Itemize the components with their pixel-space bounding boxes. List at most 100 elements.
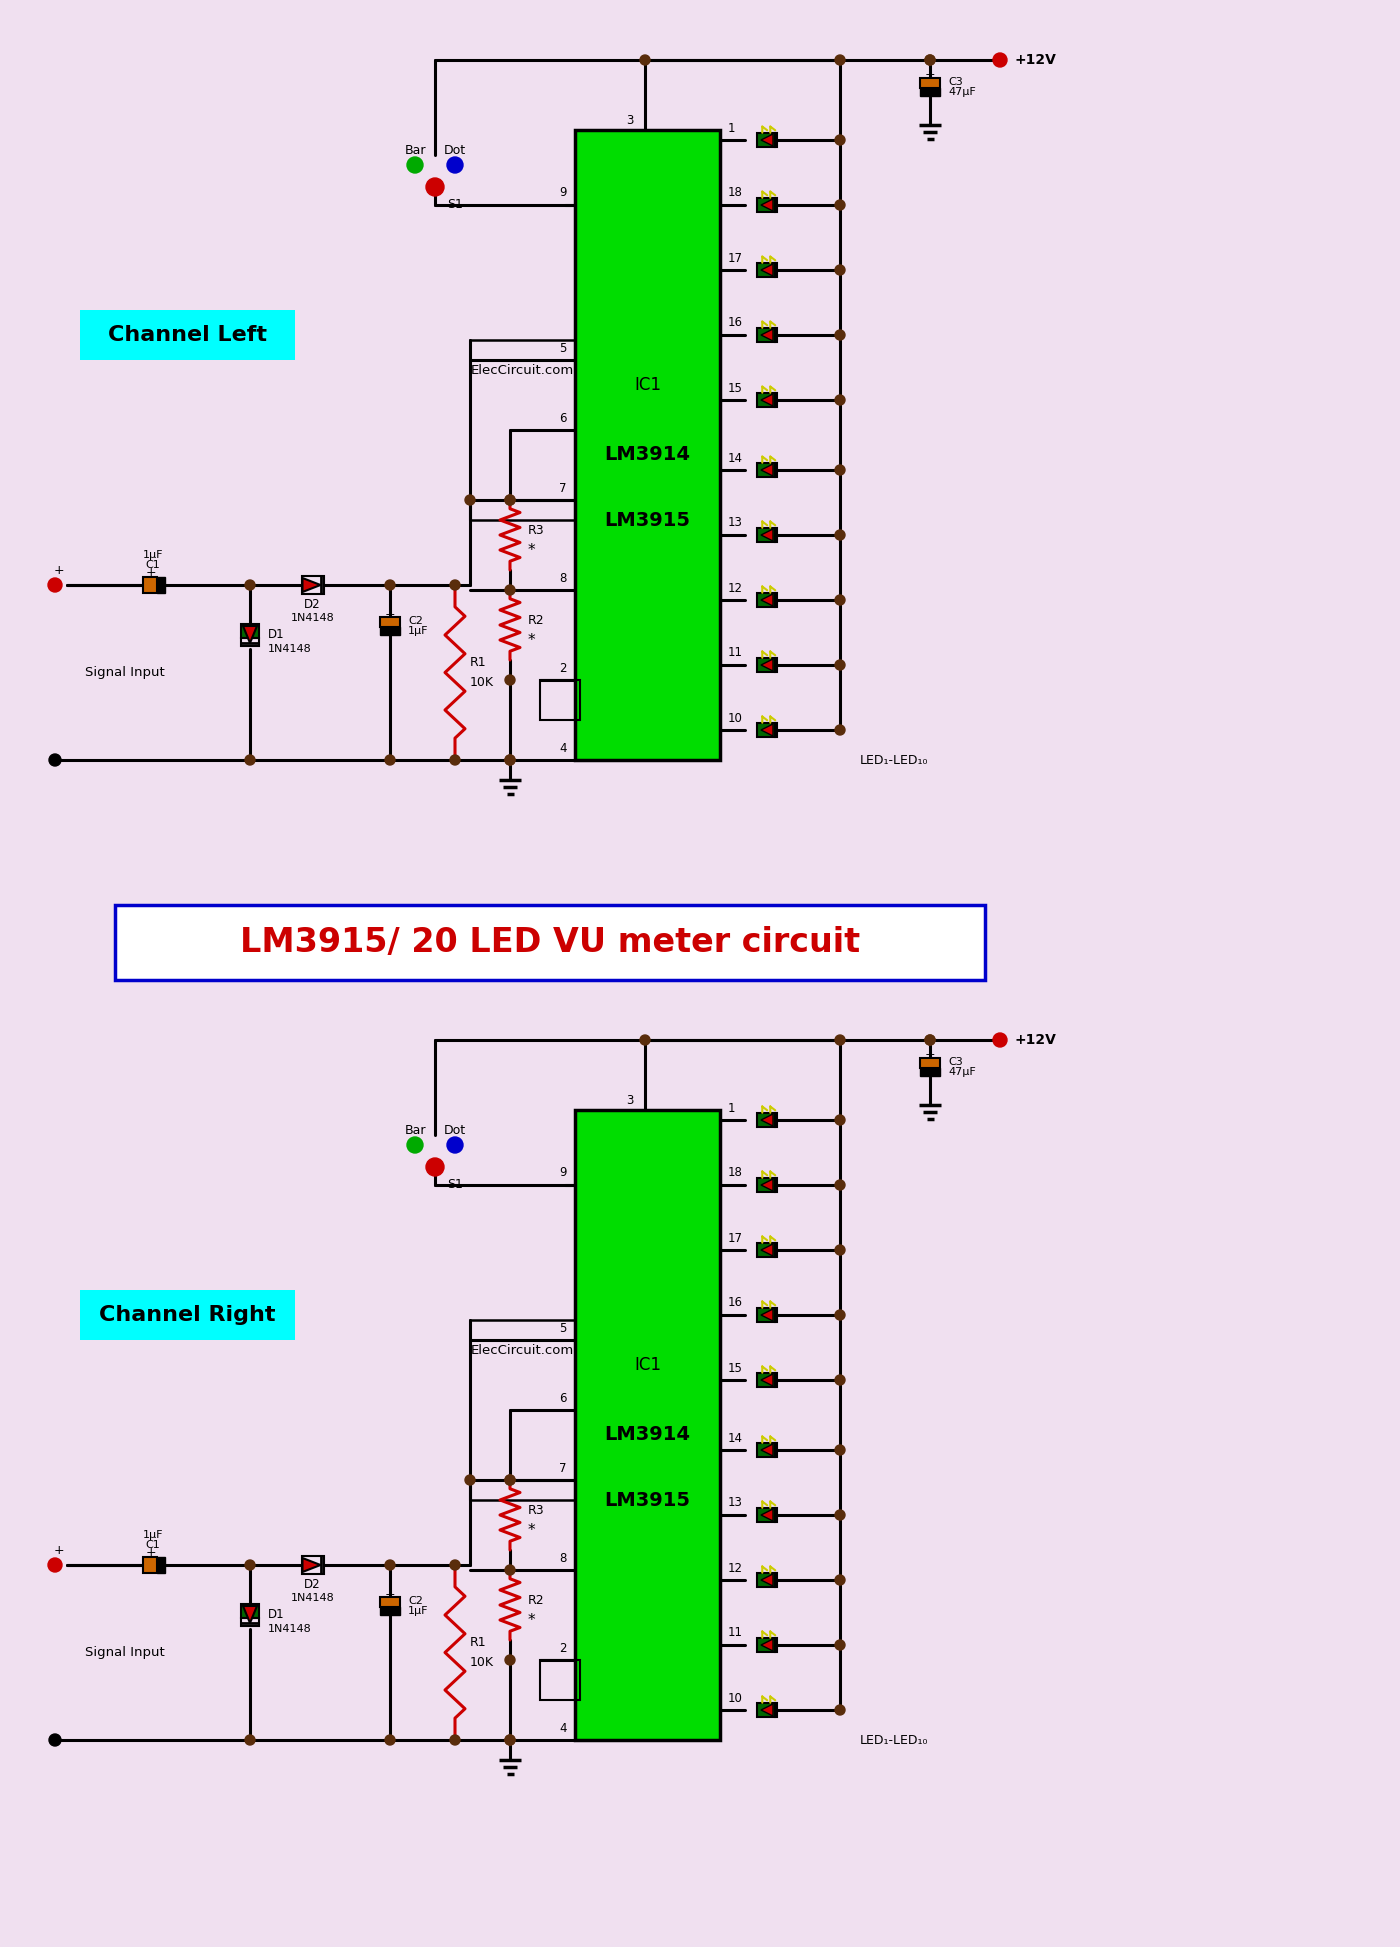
Text: +: + — [53, 565, 64, 578]
Text: 6: 6 — [560, 411, 567, 424]
Polygon shape — [762, 1114, 773, 1125]
Text: 10: 10 — [728, 711, 743, 724]
Circle shape — [385, 580, 395, 590]
Text: 13: 13 — [728, 516, 743, 530]
Circle shape — [245, 1735, 255, 1745]
Text: LED₁-LED₁₀: LED₁-LED₁₀ — [860, 1733, 928, 1746]
Bar — [80, 310, 295, 360]
Text: S1: S1 — [447, 1178, 463, 1192]
Polygon shape — [244, 627, 258, 643]
Circle shape — [834, 1036, 846, 1046]
Circle shape — [449, 755, 461, 765]
Bar — [920, 88, 939, 95]
Text: ElecCircuit.com: ElecCircuit.com — [470, 1343, 574, 1357]
Polygon shape — [762, 1509, 773, 1521]
Text: *: * — [528, 1523, 536, 1538]
Circle shape — [447, 158, 463, 173]
Text: +12V: +12V — [1014, 1034, 1056, 1047]
Circle shape — [834, 1511, 846, 1521]
Text: 6: 6 — [560, 1392, 567, 1404]
Polygon shape — [244, 1606, 258, 1624]
Text: LM3915: LM3915 — [605, 1491, 690, 1509]
Bar — [757, 1308, 777, 1322]
Bar — [470, 1320, 575, 1499]
Text: +: + — [53, 1544, 64, 1558]
Text: S1: S1 — [447, 199, 463, 212]
Bar — [757, 1242, 777, 1258]
Circle shape — [834, 1375, 846, 1384]
Text: 47μF: 47μF — [948, 1067, 976, 1077]
Text: 15: 15 — [728, 382, 743, 395]
Text: 16: 16 — [728, 317, 743, 329]
Text: D2: D2 — [304, 1579, 321, 1591]
Circle shape — [834, 201, 846, 210]
Text: R1: R1 — [470, 1635, 487, 1649]
Text: LM3914: LM3914 — [605, 446, 690, 465]
Bar — [115, 905, 986, 979]
Text: 8: 8 — [560, 572, 567, 584]
Circle shape — [49, 1735, 62, 1746]
Text: LM3914: LM3914 — [605, 1425, 690, 1445]
Circle shape — [834, 395, 846, 405]
Text: 10K: 10K — [470, 1657, 494, 1669]
Bar — [379, 617, 400, 627]
Bar — [241, 623, 259, 639]
Text: 7: 7 — [560, 481, 567, 495]
Bar — [143, 576, 157, 594]
Text: +: + — [385, 1587, 395, 1600]
Bar — [157, 576, 165, 594]
Polygon shape — [762, 329, 773, 341]
Circle shape — [505, 1735, 515, 1745]
Text: IC1: IC1 — [634, 376, 661, 393]
Bar — [757, 594, 777, 607]
Bar — [757, 528, 777, 541]
Circle shape — [834, 596, 846, 606]
Circle shape — [925, 55, 935, 64]
Text: 2: 2 — [560, 662, 567, 674]
Circle shape — [834, 329, 846, 341]
Circle shape — [49, 753, 62, 765]
Bar — [920, 1069, 939, 1077]
Text: 1μF: 1μF — [407, 1606, 428, 1616]
Text: 1μF: 1μF — [143, 549, 164, 561]
Circle shape — [245, 1560, 255, 1569]
Text: Signal Input: Signal Input — [85, 1645, 165, 1659]
Bar — [757, 658, 777, 672]
Text: Bar: Bar — [405, 1123, 426, 1137]
Text: 3: 3 — [626, 113, 634, 127]
Text: *: * — [528, 633, 536, 648]
Text: *: * — [528, 1612, 536, 1628]
Circle shape — [407, 158, 423, 173]
Text: Dot: Dot — [444, 1123, 466, 1137]
Bar — [80, 1291, 295, 1340]
Text: 2: 2 — [560, 1641, 567, 1655]
Text: D2: D2 — [304, 598, 321, 611]
Polygon shape — [762, 1180, 773, 1192]
Polygon shape — [762, 1244, 773, 1256]
Bar — [301, 1556, 323, 1573]
Text: +: + — [146, 567, 157, 580]
Circle shape — [834, 1706, 846, 1715]
Bar — [575, 130, 720, 759]
Circle shape — [834, 1310, 846, 1320]
Circle shape — [834, 1244, 846, 1256]
Bar — [379, 1606, 400, 1614]
Circle shape — [834, 55, 846, 64]
Bar — [757, 1114, 777, 1127]
Text: 17: 17 — [728, 1232, 743, 1244]
Circle shape — [834, 465, 846, 475]
Text: Signal Input: Signal Input — [85, 666, 165, 680]
Circle shape — [834, 530, 846, 539]
Bar — [757, 1704, 777, 1717]
Circle shape — [407, 1137, 423, 1153]
Circle shape — [834, 1575, 846, 1585]
Text: LED₁-LED₁₀: LED₁-LED₁₀ — [860, 753, 928, 767]
Text: 1N4148: 1N4148 — [267, 644, 312, 654]
Text: ElecCircuit.com: ElecCircuit.com — [470, 364, 574, 376]
Text: D1: D1 — [267, 629, 284, 641]
Polygon shape — [762, 530, 773, 541]
Text: 47μF: 47μF — [948, 88, 976, 97]
Polygon shape — [762, 1704, 773, 1715]
Text: 1μF: 1μF — [143, 1530, 164, 1540]
Text: 17: 17 — [728, 251, 743, 265]
